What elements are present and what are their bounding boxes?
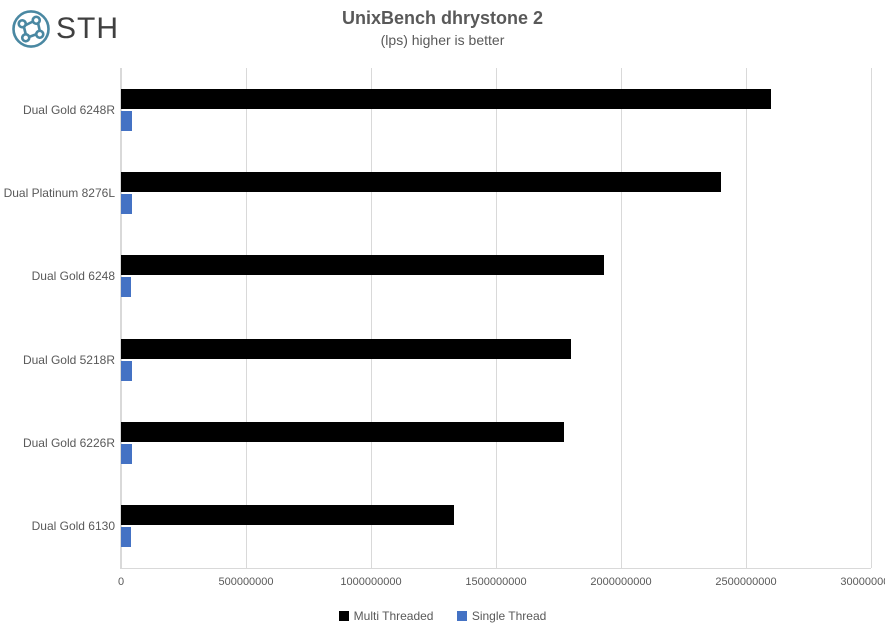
legend-label-multi: Multi Threaded xyxy=(354,609,434,623)
bar-single-thread xyxy=(121,277,131,297)
y-axis-label: Dual Platinum 8276L xyxy=(4,186,121,200)
bar-multi-threaded xyxy=(121,89,771,109)
x-tick-label: 1500000000 xyxy=(465,576,526,588)
legend-swatch-single xyxy=(457,611,467,621)
bar-single-thread xyxy=(121,111,132,131)
chart-subtitle: (lps) higher is better xyxy=(0,32,885,48)
bar-single-thread xyxy=(121,527,131,547)
category-slot: Dual Gold 6248 xyxy=(121,235,871,318)
x-tick-label: 1000000000 xyxy=(340,576,401,588)
bar-multi-threaded xyxy=(121,339,571,359)
category-slot: Dual Platinum 8276L xyxy=(121,151,871,234)
bar-single-thread xyxy=(121,444,132,464)
category-slot: Dual Gold 6130 xyxy=(121,485,871,568)
chart-title: UnixBench dhrystone 2 xyxy=(0,8,885,29)
y-axis-label: Dual Gold 6130 xyxy=(32,519,121,533)
bar-single-thread xyxy=(121,361,132,381)
x-tick-label: 0 xyxy=(118,576,124,588)
plot-area: 0500000000100000000015000000002000000000… xyxy=(120,68,871,569)
x-tick-label: 3000000000 xyxy=(840,576,885,588)
bar-multi-threaded xyxy=(121,422,564,442)
bar-multi-threaded xyxy=(121,505,454,525)
category-slot: Dual Gold 6226R xyxy=(121,401,871,484)
bar-multi-threaded xyxy=(121,255,604,275)
bar-single-thread xyxy=(121,194,132,214)
legend-label-single: Single Thread xyxy=(472,609,547,623)
x-tick-label: 500000000 xyxy=(218,576,273,588)
category-slot: Dual Gold 6248R xyxy=(121,68,871,151)
gridline xyxy=(871,68,872,568)
legend-swatch-multi xyxy=(339,611,349,621)
legend: Multi Threaded Single Thread xyxy=(0,609,885,624)
bar-multi-threaded xyxy=(121,172,721,192)
legend-item-single: Single Thread xyxy=(457,609,547,623)
y-axis-label: Dual Gold 6248 xyxy=(32,269,121,283)
y-axis-label: Dual Gold 5218R xyxy=(23,353,121,367)
x-tick-label: 2000000000 xyxy=(590,576,651,588)
y-axis-label: Dual Gold 6248R xyxy=(23,103,121,117)
category-slot: Dual Gold 5218R xyxy=(121,318,871,401)
legend-item-multi: Multi Threaded xyxy=(339,609,434,623)
y-axis-label: Dual Gold 6226R xyxy=(23,436,121,450)
x-tick-label: 2500000000 xyxy=(715,576,776,588)
